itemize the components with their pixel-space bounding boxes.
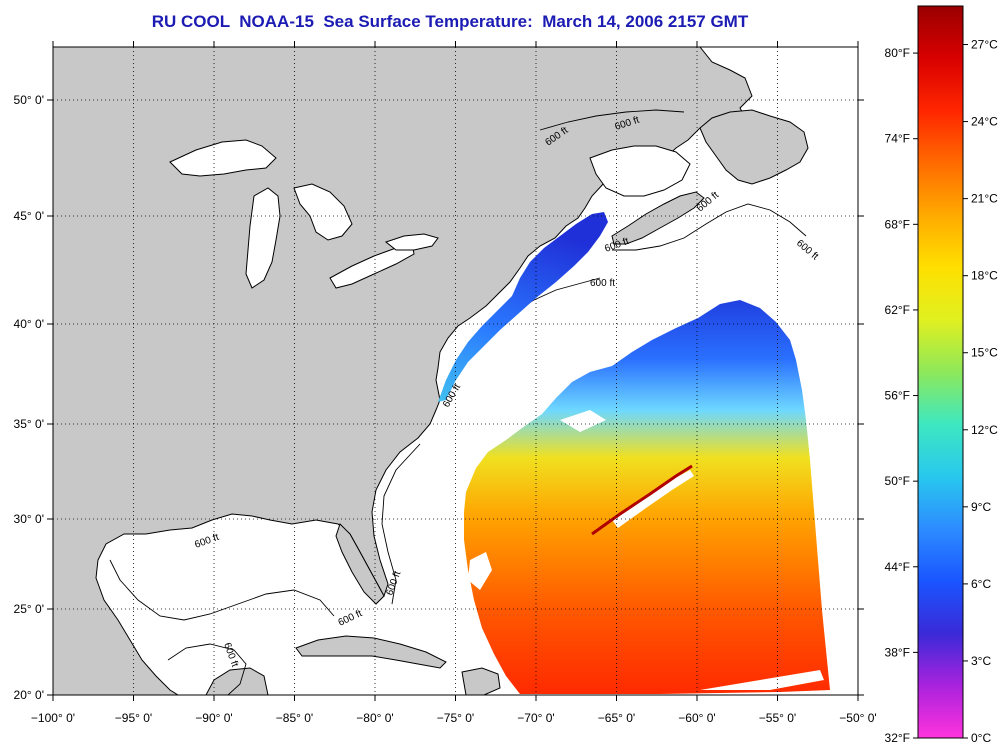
gulf-st-lawrence	[589, 145, 691, 197]
colorbar-f-label: 56°F	[885, 389, 910, 403]
colorbar-f-label: 68°F	[885, 217, 910, 231]
lake-erie	[329, 243, 415, 289]
colorbar-c-label: 3°C	[971, 654, 991, 668]
x-tick-label: −60° 0'	[678, 711, 715, 725]
north-america-land	[53, 47, 753, 695]
colorbar	[917, 5, 964, 739]
colorbar-c-label: 27°C	[971, 38, 998, 52]
florida-land	[335, 523, 385, 605]
colorbar-c-label: 18°C	[971, 269, 998, 283]
x-tick-label: −90° 0'	[195, 711, 232, 725]
colorbar-f-label: 44°F	[885, 560, 910, 574]
newfoundland-land	[699, 109, 809, 185]
lake-superior	[169, 139, 277, 177]
cloud-gaps	[468, 410, 824, 690]
y-tick-label: 50° 0'	[14, 93, 44, 107]
x-tick-label: −55° 0'	[759, 711, 796, 725]
map-grid	[53, 47, 858, 695]
axis-ticks	[47, 41, 864, 701]
coastal-cold-band	[438, 212, 608, 402]
colorbar-celsius-labels: 0°C 3°C 6°C 9°C 12°C 15°C 18°C 21°C 24°C 27°C	[963, 38, 998, 745]
x-tick-label: −85° 0'	[276, 711, 313, 725]
colorbar-c-label: 6°C	[971, 577, 991, 591]
colorbar-f-label: 38°F	[885, 645, 910, 659]
x-tick-label: −100° 0'	[31, 711, 75, 725]
colorbar-f-label: 62°F	[885, 303, 910, 317]
bathymetry-contours	[109, 109, 807, 695]
hispaniola-land	[461, 667, 501, 695]
x-tick-label: −70° 0'	[517, 711, 554, 725]
x-tick-label: −95° 0'	[115, 711, 152, 725]
colorbar-c-label: 0°C	[971, 731, 991, 745]
colorbar-fahrenheit-labels: 32°F 38°F 44°F 50°F 56°F 62°F 68°F 74°F 80°F	[885, 46, 918, 745]
x-tick-label: −80° 0'	[356, 711, 393, 725]
y-tick-label: 25° 0'	[14, 602, 44, 616]
colorbar-c-label: 15°C	[971, 346, 998, 360]
lake-michigan	[245, 187, 281, 289]
y-tick-label: 30° 0'	[14, 512, 44, 526]
colorbar-c-label: 9°C	[971, 500, 991, 514]
colorbar-f-label: 32°F	[885, 731, 910, 745]
y-tick-label: 35° 0'	[14, 417, 44, 431]
lake-ontario	[384, 233, 439, 251]
colorbar-f-label: 50°F	[885, 474, 910, 488]
x-tick-label: −50° 0'	[839, 711, 876, 725]
colorbar-c-label: 21°C	[971, 192, 998, 206]
y-tick-label: 20° 0'	[14, 688, 44, 702]
warm-streak	[591, 464, 693, 536]
colorbar-f-label: 74°F	[885, 132, 910, 146]
colorbar-c-label: 12°C	[971, 423, 998, 437]
y-tick-label: 40° 0'	[14, 317, 44, 331]
nova-scotia-land	[611, 191, 705, 245]
y-tick-label: 45° 0'	[14, 209, 44, 223]
x-tick-label: −75° 0'	[437, 711, 474, 725]
contour-label: 600 ft	[590, 278, 615, 289]
x-tick-label: −65° 0'	[598, 711, 635, 725]
map-title: RU COOL NOAA-15 Sea Surface Temperature:…	[151, 12, 749, 31]
colorbar-c-label: 24°C	[971, 115, 998, 129]
lake-huron	[293, 183, 353, 241]
latitude-labels: 20° 0' 25° 0' 30° 0' 35° 0' 40° 0' 45° 0' 50° …	[14, 93, 44, 702]
cuba-land	[295, 635, 447, 669]
colorbar-f-label: 80°F	[885, 46, 910, 60]
longitude-labels: −100° 0' −95° 0' −90° 0' −85° 0' −80° 0' −75°…	[31, 711, 877, 725]
